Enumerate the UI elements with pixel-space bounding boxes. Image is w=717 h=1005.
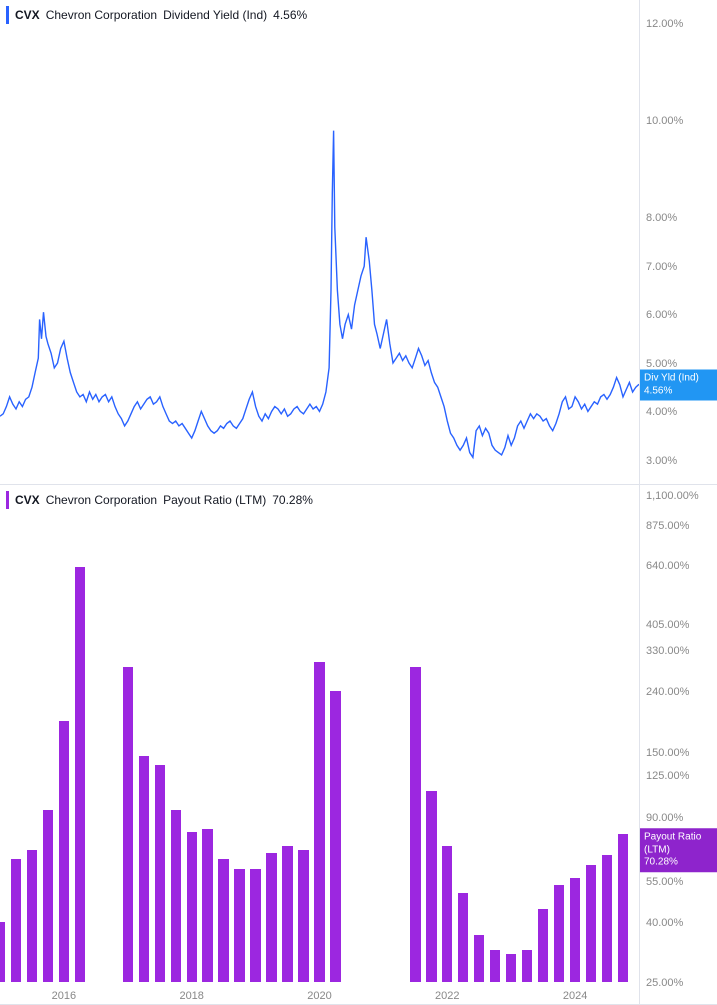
ytick: 240.00%: [646, 686, 689, 698]
ytick: 40.00%: [646, 917, 683, 929]
payout-bar: [442, 846, 452, 982]
legend-company: Chevron Corporation: [46, 8, 157, 22]
payout-bar: [314, 662, 324, 982]
legend-metric: Dividend Yield (Ind): [163, 8, 267, 22]
ytick: 640.00%: [646, 560, 689, 572]
dividend-yield-line: [0, 131, 639, 458]
payout-bar: [554, 885, 564, 982]
ytick: 125.00%: [646, 770, 689, 782]
top-plot-area[interactable]: [0, 0, 639, 484]
payout-bar: [218, 859, 228, 982]
ytick: 875.00%: [646, 520, 689, 532]
payout-bar: [474, 935, 484, 982]
legend-value: 4.56%: [273, 8, 307, 22]
payout-bar: [458, 893, 468, 982]
bot-y-axis: 25.00% 40.00% 55.00% 90.00% 125.00% 150.00% 24…: [639, 485, 717, 1004]
legend-ticker: CVX: [15, 493, 40, 507]
x-axis: 2016 2018 2020 2022 2024: [0, 982, 639, 1004]
payout-bar: [59, 721, 69, 982]
ytick: 405.00%: [646, 619, 689, 631]
payout-bar: [187, 832, 197, 982]
payout-bar: [234, 869, 244, 982]
legend-color-bar: [6, 491, 9, 509]
top-y-axis: 3.00% 4.00% 5.00% 6.00% 7.00% 8.00% 10.00% 12.0…: [639, 0, 717, 484]
ytick: 90.00%: [646, 812, 683, 824]
payout-bar: [538, 909, 548, 982]
payout-bar: [139, 756, 149, 982]
dividend-yield-pane: CVX Chevron Corporation Dividend Yield (…: [0, 0, 717, 485]
legend-company: Chevron Corporation: [46, 493, 157, 507]
ytick: 7.00%: [646, 261, 677, 273]
legend-value: 70.28%: [272, 493, 313, 507]
ytick: 25.00%: [646, 977, 683, 989]
ytick: 12.00%: [646, 18, 683, 30]
ytick: 10.00%: [646, 115, 683, 127]
payout-bar: [602, 855, 612, 982]
xtick: 2022: [435, 990, 459, 1002]
payout-bar: [202, 829, 212, 982]
payout-bar: [0, 922, 5, 982]
bot-legend: CVX Chevron Corporation Payout Ratio (LT…: [4, 489, 319, 511]
payout-ratio-pane: CVX Chevron Corporation Payout Ratio (LT…: [0, 485, 717, 1005]
ytick: 6.00%: [646, 309, 677, 321]
ytick: 4.00%: [646, 406, 677, 418]
payout-bar: [282, 846, 292, 982]
xtick: 2018: [179, 990, 203, 1002]
ytick: 8.00%: [646, 212, 677, 224]
ytick: 55.00%: [646, 876, 683, 888]
ytick: 330.00%: [646, 645, 689, 657]
payout-bar: [506, 954, 516, 982]
payout-bar: [618, 834, 628, 982]
current-value-badge: Div Yld (Ind)4.56%: [640, 370, 717, 401]
payout-bar: [155, 765, 165, 982]
payout-bar: [410, 667, 420, 982]
ytick: 1,100.00%: [646, 490, 699, 502]
legend-metric: Payout Ratio (LTM): [163, 493, 266, 507]
current-value-badge: Payout Ratio (LTM)70.28%: [640, 828, 717, 872]
top-legend: CVX Chevron Corporation Dividend Yield (…: [4, 4, 313, 26]
legend-color-bar: [6, 6, 9, 24]
payout-bar: [27, 850, 37, 982]
payout-bar: [570, 878, 580, 982]
bot-plot-area[interactable]: [0, 485, 639, 982]
payout-bar: [298, 850, 308, 982]
legend-ticker: CVX: [15, 8, 40, 22]
payout-bar: [75, 567, 85, 982]
payout-bar: [586, 865, 596, 982]
payout-bar: [266, 853, 276, 982]
payout-bar: [522, 950, 532, 982]
xtick: 2024: [563, 990, 587, 1002]
ytick: 150.00%: [646, 747, 689, 759]
xtick: 2020: [307, 990, 331, 1002]
payout-bar: [330, 691, 340, 982]
payout-bar: [11, 859, 21, 982]
payout-bar: [123, 667, 133, 982]
ytick: 5.00%: [646, 358, 677, 370]
payout-bar: [43, 810, 53, 982]
payout-bar: [426, 791, 436, 982]
xtick: 2016: [52, 990, 76, 1002]
payout-bar: [250, 869, 260, 982]
payout-bar: [490, 950, 500, 982]
ytick: 3.00%: [646, 455, 677, 467]
payout-bar: [171, 810, 181, 982]
